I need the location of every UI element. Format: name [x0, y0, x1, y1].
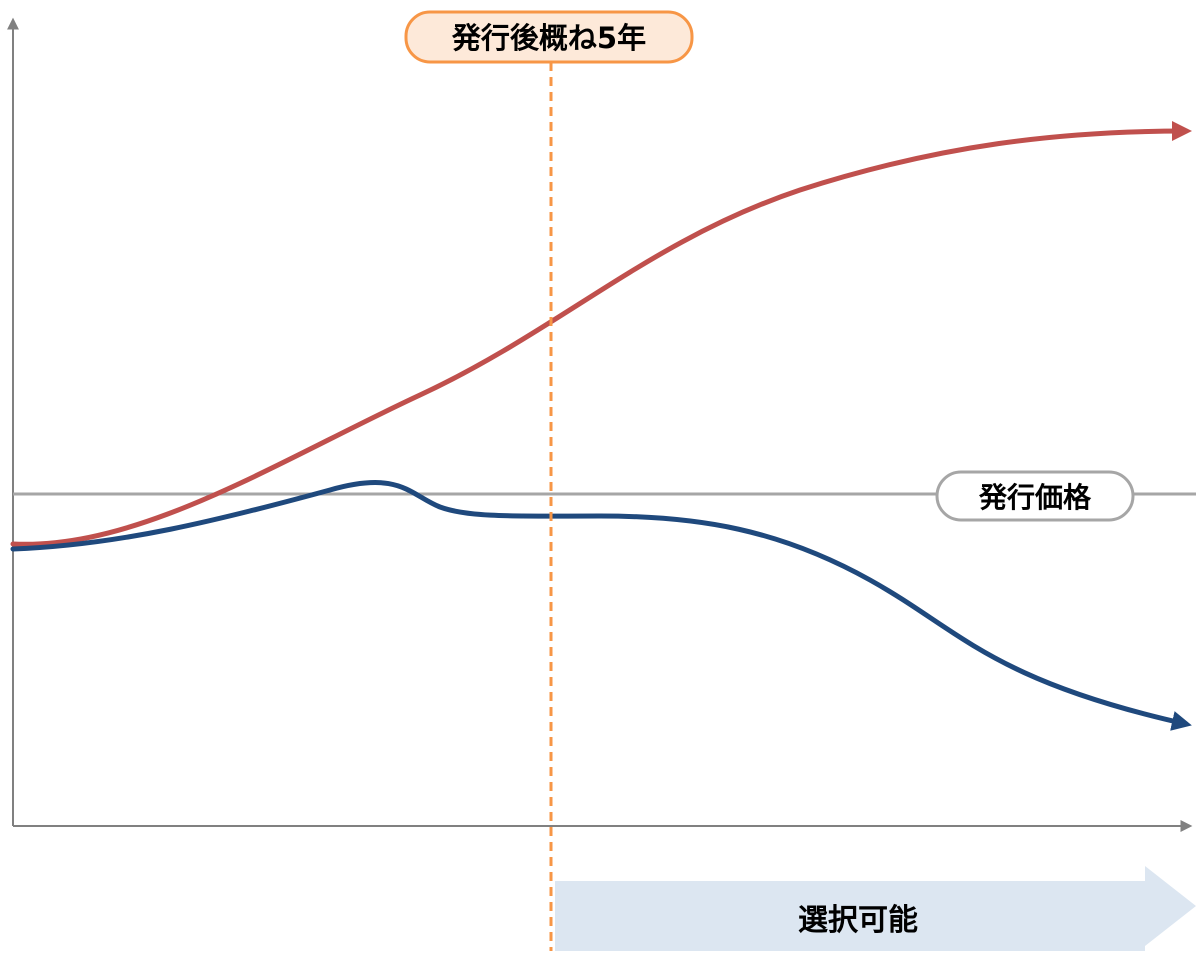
milestone-label-box — [404, 10, 694, 64]
issue-price-label: 発行価格 — [978, 481, 1092, 514]
selectable-period-arrow — [555, 866, 1196, 951]
rising-price-line — [10, 121, 1192, 547]
issue-price-label-box — [935, 470, 1135, 522]
falling-price-line — [10, 480, 1192, 731]
selectable-label: 選択可能 — [798, 903, 918, 938]
milestone-label: 発行後概ね5年 — [451, 21, 646, 55]
